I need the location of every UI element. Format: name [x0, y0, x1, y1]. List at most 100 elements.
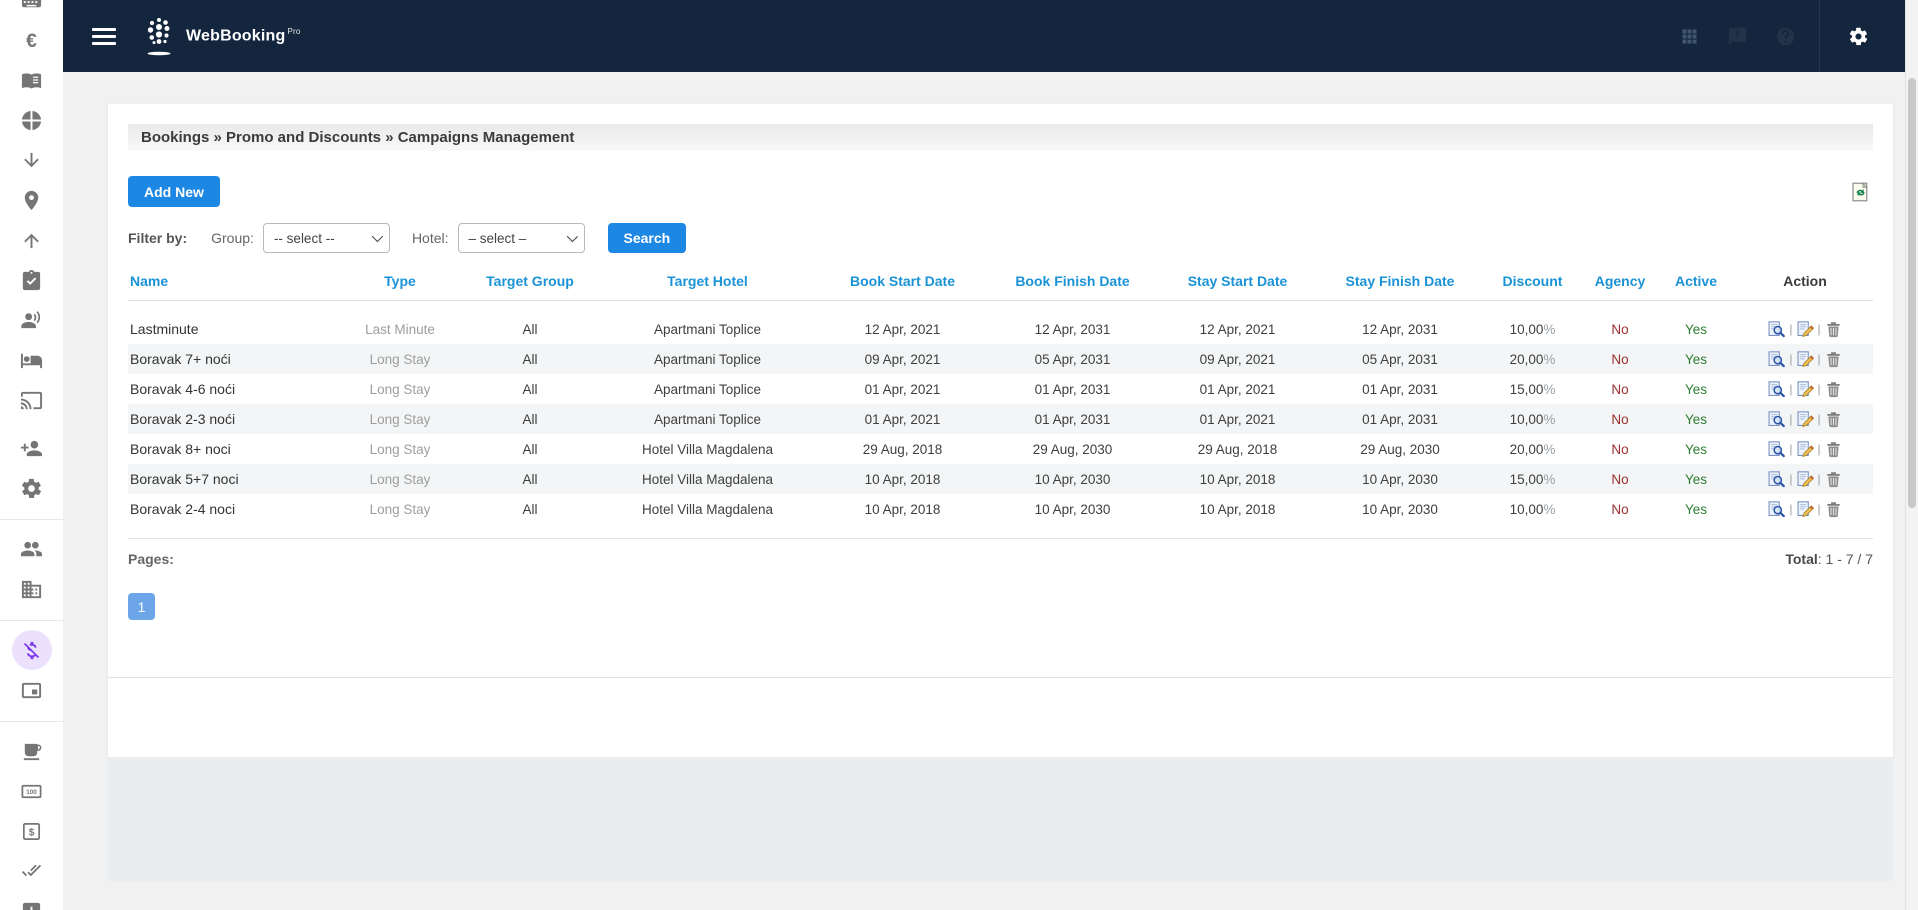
delete-action-button[interactable] [1825, 321, 1842, 338]
edit-action-button[interactable] [1797, 351, 1814, 368]
sidebar-item-double-check[interactable] [0, 851, 63, 891]
sidebar-item-hotel-bed[interactable] [0, 340, 63, 380]
edit-action-button[interactable] [1797, 501, 1814, 518]
sidebar-item-cast[interactable] [0, 380, 63, 420]
window-scrollbar[interactable] [1905, 0, 1918, 910]
edit-action-button[interactable] [1797, 471, 1814, 488]
brand-logo[interactable]: WebBookingPro [138, 14, 301, 58]
delete-action-button[interactable] [1825, 471, 1842, 488]
sidebar-item-building[interactable] [0, 569, 63, 609]
column-header-book-finish-date[interactable]: Book Finish Date [990, 273, 1155, 289]
column-header-target-hotel[interactable]: Target Hotel [600, 273, 815, 289]
sidebar-item-money-off[interactable] [0, 630, 63, 670]
people-icon [20, 538, 43, 561]
edit-action-button[interactable] [1797, 411, 1814, 428]
chevron-down-icon [566, 231, 577, 242]
delete-action-button[interactable] [1825, 381, 1842, 398]
sidebar-item-arrow-down[interactable] [0, 140, 63, 180]
cell-target_hotel: Apartmani Toplice [600, 322, 815, 337]
column-header-stay-finish-date[interactable]: Stay Finish Date [1320, 273, 1480, 289]
edit-action-button[interactable] [1797, 381, 1814, 398]
group-select[interactable]: -- select -- [263, 223, 390, 253]
cell-book_finish: 12 Apr, 2031 [990, 322, 1155, 337]
topbar-help-button[interactable] [1761, 0, 1809, 72]
column-header-stay-start-date[interactable]: Stay Start Date [1155, 273, 1320, 289]
action-separator: | [1789, 352, 1792, 366]
sidebar-item-plus-box[interactable] [0, 891, 63, 910]
sidebar-item-settings-gear[interactable] [0, 468, 63, 508]
sidebar-item-keyboard[interactable] [0, 0, 63, 20]
preview-action-button[interactable] [1768, 351, 1785, 368]
sidebar-item-arrow-up[interactable] [0, 220, 63, 260]
delete-action-button[interactable] [1825, 501, 1842, 518]
topbar-feedback-button[interactable] [1713, 0, 1761, 72]
search-button[interactable]: Search [608, 223, 687, 253]
hotel-label: Hotel: [412, 230, 449, 246]
person-add-icon [20, 437, 43, 460]
cell-book_finish: 05 Apr, 2031 [990, 352, 1155, 367]
preview-action-button[interactable] [1768, 381, 1785, 398]
column-header-name[interactable]: Name [128, 273, 340, 289]
topbar-apps-grid-button[interactable] [1665, 0, 1713, 72]
cell-stay_finish: 12 Apr, 2031 [1320, 322, 1480, 337]
scrollbar-thumb[interactable] [1908, 78, 1916, 508]
cell-stay_finish: 01 Apr, 2031 [1320, 412, 1480, 427]
cell-target_hotel: Hotel Villa Magdalena [600, 442, 815, 457]
sidebar-item-voice-over[interactable] [0, 300, 63, 340]
preview-action-button[interactable] [1768, 411, 1785, 428]
sidebar-item-task-check[interactable] [0, 260, 63, 300]
preview-action-button[interactable] [1768, 501, 1785, 518]
cell-action: || [1737, 441, 1873, 458]
delete-action-button[interactable] [1825, 351, 1842, 368]
cell-agency: No [1585, 352, 1655, 367]
table-body: LastminuteLast MinuteAllApartmani Toplic… [128, 301, 1873, 524]
action-separator: | [1818, 412, 1821, 426]
hotel-select[interactable]: – select – [458, 223, 585, 253]
preview-action-button[interactable] [1768, 321, 1785, 338]
cell-name: Boravak 2-4 noci [128, 501, 340, 517]
sidebar-item-person-add[interactable] [0, 428, 63, 468]
cell-discount: 20,00% [1480, 442, 1585, 457]
column-header-type[interactable]: Type [340, 273, 460, 289]
preview-action-button[interactable] [1768, 471, 1785, 488]
delete-action-button[interactable] [1825, 441, 1842, 458]
delete-action-button[interactable] [1825, 411, 1842, 428]
sidebar-item-euro[interactable]: € [0, 20, 63, 60]
action-separator: | [1789, 502, 1792, 516]
sidebar-item-location-pin[interactable] [0, 180, 63, 220]
edit-action-button[interactable] [1797, 321, 1814, 338]
cell-action: || [1737, 321, 1873, 338]
breadcrumb[interactable]: Bookings » Promo and Discounts » Campaig… [141, 129, 574, 146]
edit-icon [1797, 411, 1814, 428]
sidebar-item-menu-book[interactable] [0, 60, 63, 100]
sidebar-item-wallet-card[interactable] [0, 670, 63, 710]
page-1-button[interactable]: 1 [128, 593, 155, 620]
sidebar-item-people[interactable] [0, 529, 63, 569]
column-header-book-start-date[interactable]: Book Start Date [815, 273, 990, 289]
cell-target_group: All [460, 352, 600, 367]
cell-name: Boravak 7+ noći [128, 351, 340, 367]
cell-agency: No [1585, 412, 1655, 427]
refresh-icon[interactable] [1851, 182, 1871, 202]
add-new-button[interactable]: Add New [128, 176, 220, 207]
sidebar-item-coffee-cup[interactable] [0, 731, 63, 771]
topbar-settings-gear-button[interactable] [1834, 0, 1882, 72]
cell-action: || [1737, 501, 1873, 518]
cell-active: Yes [1655, 502, 1737, 517]
column-header-active[interactable]: Active [1655, 273, 1737, 289]
column-header-agency[interactable]: Agency [1585, 273, 1655, 289]
sidebar-item-dollar-box[interactable]: $ [0, 811, 63, 851]
edit-action-button[interactable] [1797, 441, 1814, 458]
column-header-target-group[interactable]: Target Group [460, 273, 600, 289]
column-header-discount[interactable]: Discount [1480, 273, 1585, 289]
sidebar-item-banknote-100[interactable]: 100 [0, 771, 63, 811]
plus-box-icon [20, 900, 43, 910]
edit-icon [1797, 441, 1814, 458]
delete-icon [1825, 381, 1842, 398]
cell-type: Long Stay [340, 502, 460, 517]
preview-action-button[interactable] [1768, 441, 1785, 458]
hamburger-menu-icon[interactable] [92, 28, 116, 45]
globe-logo-icon [138, 14, 180, 58]
hotel-bed-icon [20, 349, 43, 372]
sidebar-item-pie-chart[interactable] [0, 100, 63, 140]
